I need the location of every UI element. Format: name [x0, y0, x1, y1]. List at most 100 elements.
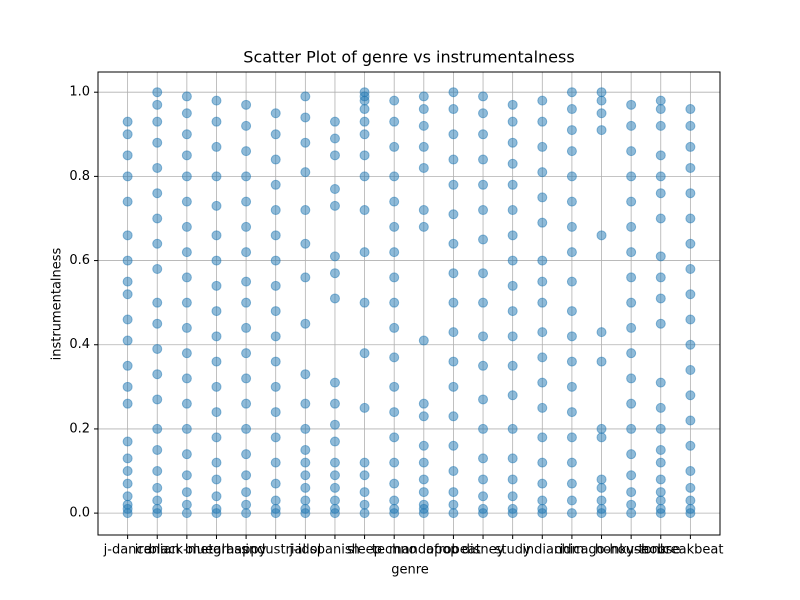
point — [507, 137, 518, 148]
x-tick-label: disney — [462, 543, 505, 558]
point — [181, 373, 192, 384]
point — [418, 141, 429, 152]
point — [596, 482, 607, 493]
point — [685, 289, 696, 300]
point — [152, 116, 163, 127]
point — [566, 457, 577, 468]
x-tick-label: chicago-house — [554, 543, 648, 558]
point — [329, 508, 340, 519]
point — [685, 188, 696, 199]
point — [655, 457, 666, 468]
point — [685, 213, 696, 224]
point — [329, 470, 340, 481]
point — [507, 280, 518, 291]
point — [152, 137, 163, 148]
point — [359, 499, 370, 510]
point — [655, 120, 666, 131]
point — [241, 499, 252, 510]
point — [300, 482, 311, 493]
point — [211, 432, 222, 443]
point — [566, 432, 577, 443]
point — [685, 390, 696, 401]
x-tick-label: sleep — [347, 543, 382, 558]
point — [478, 491, 489, 502]
point — [448, 104, 459, 115]
y-tick-label: 0.4 — [69, 337, 90, 352]
point — [655, 495, 666, 506]
point — [241, 373, 252, 384]
point — [448, 411, 459, 422]
point — [507, 390, 518, 401]
point — [181, 398, 192, 409]
point — [448, 129, 459, 140]
x-tick-label: j-idol — [288, 543, 321, 558]
y-tick-label: 0.8 — [69, 169, 90, 184]
point — [418, 457, 429, 468]
point — [270, 306, 281, 317]
point — [655, 402, 666, 413]
point — [626, 322, 637, 333]
point — [329, 268, 340, 279]
point — [566, 356, 577, 367]
point — [270, 495, 281, 506]
point — [270, 331, 281, 342]
point — [655, 95, 666, 106]
point — [448, 327, 459, 338]
point — [181, 470, 192, 481]
point — [122, 129, 133, 140]
point — [122, 360, 133, 371]
point — [359, 508, 370, 519]
point — [389, 297, 400, 308]
point — [241, 297, 252, 308]
point — [537, 297, 548, 308]
point — [211, 457, 222, 468]
point — [507, 491, 518, 502]
point — [685, 104, 696, 115]
point — [507, 331, 518, 342]
point — [596, 356, 607, 367]
point — [211, 280, 222, 291]
x-axis-label: genre — [391, 563, 429, 578]
x-tick-label: bluegrass — [185, 543, 248, 558]
point — [655, 293, 666, 304]
point — [359, 470, 370, 481]
point — [122, 230, 133, 241]
point — [507, 230, 518, 241]
point — [507, 474, 518, 485]
point — [152, 318, 163, 329]
point — [329, 482, 340, 493]
point — [211, 171, 222, 182]
point — [270, 457, 281, 468]
point — [685, 415, 696, 426]
point — [122, 276, 133, 287]
point — [152, 162, 163, 173]
point — [270, 478, 281, 489]
point — [389, 116, 400, 127]
point — [152, 423, 163, 434]
point — [122, 398, 133, 409]
y-tick-label: 0.2 — [69, 421, 90, 436]
point — [537, 95, 548, 106]
point — [448, 381, 459, 392]
point — [507, 508, 518, 519]
point — [152, 466, 163, 477]
point — [122, 289, 133, 300]
point — [270, 255, 281, 266]
point — [359, 205, 370, 216]
point — [685, 339, 696, 350]
point — [626, 470, 637, 481]
point — [211, 95, 222, 106]
point — [359, 402, 370, 413]
point — [626, 499, 637, 510]
point — [359, 171, 370, 182]
point — [596, 495, 607, 506]
point — [329, 495, 340, 506]
point — [596, 423, 607, 434]
point — [566, 407, 577, 418]
point — [122, 150, 133, 161]
point — [389, 478, 400, 489]
point — [270, 407, 281, 418]
chart-title: Scatter Plot of genre vs instrumentalnes… — [243, 48, 574, 67]
point — [181, 221, 192, 232]
point — [626, 146, 637, 157]
